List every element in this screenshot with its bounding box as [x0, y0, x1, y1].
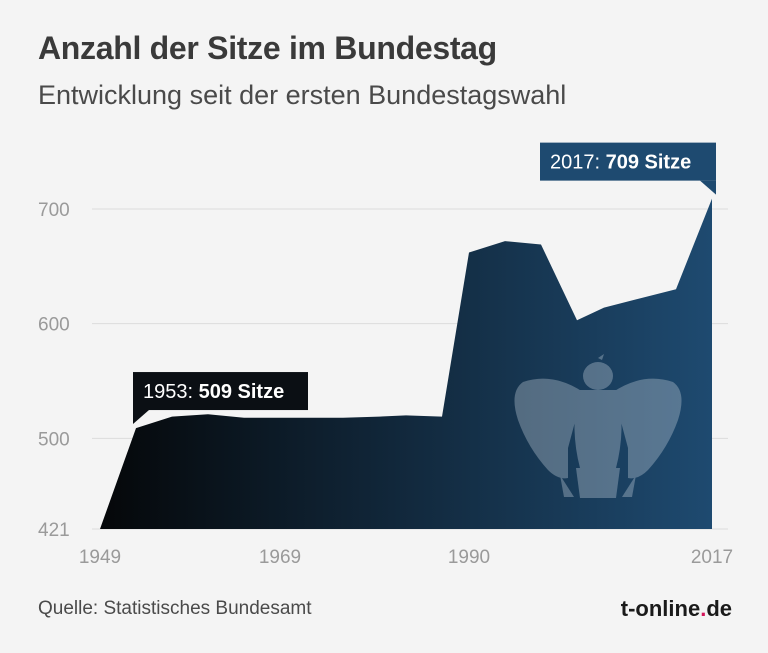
callout-pointer — [700, 180, 716, 195]
callout-label: 2017: 709 Sitze — [550, 152, 691, 174]
callout-value: 709 Sitze — [606, 152, 692, 174]
brand-text: t-online — [620, 596, 701, 621]
callout-year: 2017: — [550, 152, 606, 174]
x-tick-label: 2017 — [691, 547, 733, 568]
y-tick-label: 700 — [38, 200, 70, 221]
y-tick-label: 500 — [38, 429, 70, 450]
brand-dot: . — [700, 596, 707, 621]
y-tick-label: 600 — [38, 315, 70, 336]
bundesadler-icon — [514, 354, 682, 498]
callout-box — [133, 372, 308, 411]
callout-box — [540, 142, 716, 181]
seats-area — [100, 198, 712, 529]
brand-logo[interactable]: t-online.de — [621, 596, 732, 622]
page-subtitle: Entwicklung seit der ersten Bundestagswa… — [38, 80, 567, 110]
callout-value: 509 Sitze — [199, 381, 285, 403]
brand-suffix: de — [706, 596, 732, 621]
x-tick-label: 1949 — [79, 547, 121, 568]
callout-2017: 2017: 709 Sitze — [540, 142, 716, 195]
area-chart: 421 500 600 700 1949 1969 1990 2017 1953: 509 … — [38, 142, 733, 568]
source-note: Quelle: Statistisches Bundesamt — [38, 598, 312, 619]
callout-pointer — [133, 410, 149, 425]
callout-year: 1953: — [143, 381, 199, 403]
y-tick-label: 421 — [38, 520, 70, 541]
x-tick-label: 1990 — [448, 547, 490, 568]
callout-1953: 1953: 509 Sitze — [133, 372, 308, 425]
callout-label: 1953: 509 Sitze — [143, 381, 284, 403]
x-tick-label: 1969 — [259, 547, 301, 568]
page-title: Anzahl der Sitze im Bundestag — [38, 30, 497, 66]
